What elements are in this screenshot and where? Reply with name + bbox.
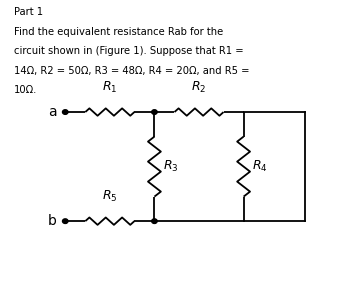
Circle shape bbox=[152, 110, 157, 114]
Circle shape bbox=[152, 219, 157, 224]
Circle shape bbox=[63, 110, 68, 114]
Text: circuit shown in (Figure 1). Suppose that R1 =: circuit shown in (Figure 1). Suppose tha… bbox=[14, 46, 243, 56]
Text: Find the equivalent resistance Rab for the: Find the equivalent resistance Rab for t… bbox=[14, 27, 223, 37]
Text: $R_1$: $R_1$ bbox=[102, 80, 118, 95]
Text: Part 1: Part 1 bbox=[14, 7, 43, 17]
Text: a: a bbox=[48, 105, 57, 119]
Circle shape bbox=[63, 219, 68, 224]
Text: 10Ω.: 10Ω. bbox=[14, 85, 37, 95]
Text: $R_3$: $R_3$ bbox=[163, 159, 179, 174]
Text: $R_2$: $R_2$ bbox=[191, 80, 206, 95]
Text: $R_4$: $R_4$ bbox=[252, 159, 268, 174]
Text: b: b bbox=[48, 214, 57, 228]
Text: 14Ω, R2 = 50Ω, R3 = 48Ω, R4 = 20Ω, and R5 =: 14Ω, R2 = 50Ω, R3 = 48Ω, R4 = 20Ω, and R… bbox=[14, 66, 249, 76]
Text: $R_5$: $R_5$ bbox=[102, 189, 118, 204]
